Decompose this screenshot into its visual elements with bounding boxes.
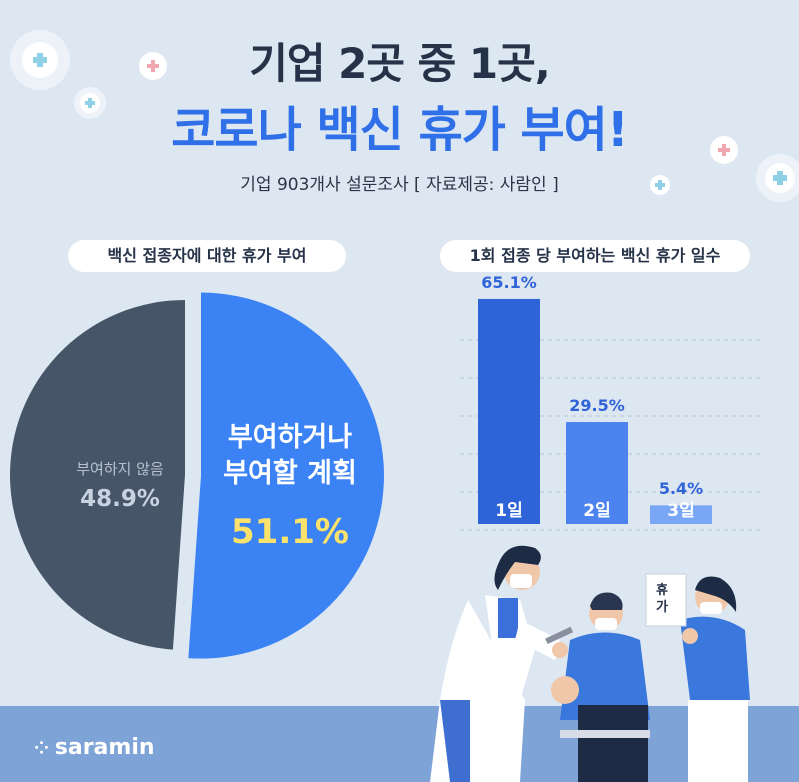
bar-value-label: 29.5% — [569, 396, 625, 415]
plus-decoration-icon — [139, 52, 167, 80]
pie-slice-not-granted — [9, 300, 186, 650]
bar-value-label: 65.1% — [481, 272, 537, 292]
bar-2-days — [566, 422, 628, 524]
headline-line-1: 기업 2곳 중 1곳, — [249, 39, 550, 88]
bar-category-label: 1일 — [495, 501, 523, 521]
bar-category-label: 3일 — [667, 501, 695, 521]
plus-decoration-icon — [650, 175, 670, 195]
bar-chart-title: 1회 접종 당 부여하는 백신 휴가 일수 — [440, 240, 750, 272]
vacation-sign-text: 휴 가 — [656, 583, 668, 615]
bar-1-day — [478, 298, 540, 524]
bar-value-label: 5.4% — [658, 479, 704, 499]
pie-value-granted: 51.1% — [231, 512, 349, 552]
bar-3-days — [650, 505, 712, 524]
saramin-logo-icon: ⁘ — [34, 738, 49, 759]
patient-illustration — [551, 592, 650, 782]
pie-chart-title: 백신 접종자에 대한 휴가 부여 — [68, 240, 346, 272]
pie-value-not-granted: 48.9% — [80, 486, 160, 512]
saramin-logo-text: saramin — [54, 735, 155, 760]
pie-label-not-granted: 부여하지 않음 — [76, 460, 164, 478]
floor-band — [0, 706, 799, 782]
survey-source-subtitle: 기업 903개사 설문조사 [ 자료제공: 사람인 ] — [240, 175, 559, 195]
nurse-illustration — [645, 573, 750, 782]
doctor-illustration — [430, 545, 574, 782]
pie-label-granted: 부여하거나 부여할 계획 — [223, 422, 357, 489]
plus-decoration-icon — [74, 87, 106, 119]
bar-category-label: 2일 — [583, 501, 611, 521]
plus-decoration-icon — [10, 30, 70, 90]
plus-decoration-icon — [756, 154, 799, 202]
pie-slice-granted — [188, 292, 384, 659]
saramin-logo: ⁘ saramin — [34, 735, 155, 760]
plus-decoration-icon — [710, 136, 738, 164]
headline-line-2: 코로나 백신 휴가 부여! — [171, 102, 628, 158]
